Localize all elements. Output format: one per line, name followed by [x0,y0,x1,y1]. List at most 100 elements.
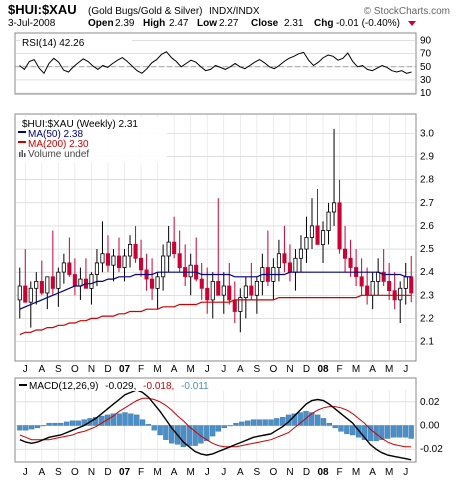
price-x-tick-label: A [369,364,376,375]
macd-x-tick-label: O [270,467,278,478]
price-x-tick-label: 08 [317,364,329,375]
macd-histogram-bar [40,425,46,427]
macd-x-tick-label: A [237,467,244,478]
rsi-tick-label: 90 [420,36,432,47]
macd-tick-label: 0.00 [420,421,440,432]
macd-histogram-bar [46,422,52,426]
candle-body [149,278,155,289]
candle-body [127,243,133,257]
candle-body [61,262,66,273]
price-panel [14,113,417,362]
macd-histogram-bar [297,412,303,426]
macd-x-tick-label: F [337,467,343,478]
macd-x-tick-label: J [205,467,210,478]
ma50-legend: MA(50) 2.38 [28,129,83,140]
candle-body [72,274,77,287]
macd-histogram-bar [379,425,385,440]
macd-line [19,389,412,461]
candle-body [94,262,100,275]
price-x-tick-label: A [237,364,244,375]
macd-legend-label: MACD(12,26,9) [29,381,98,392]
price-x-tick-label: F [138,364,144,375]
macd-x-tick-label: O [71,467,79,478]
price-x-tick-label: J [205,364,210,375]
candle-body [111,255,116,266]
high-value: 2.47 [169,18,189,29]
macd-histogram-bar [169,425,175,444]
low-label: Low [197,18,217,29]
candle-body [166,241,171,257]
macd-x-tick-label: S [254,467,261,478]
macd-histogram-bar [239,421,245,426]
price-x-tick-label: M [153,364,161,375]
price-x-tick-label: S [55,364,62,375]
macd-histogram-bar [280,417,286,426]
macd-x-tick-label: M [187,467,195,478]
price-x-tick-label: F [337,364,343,375]
macd-legend: MACD(12,26,9) -0.029, -0.018, -0.011 [17,380,227,392]
volume-legend: Volume undef [28,149,89,160]
price-x-tick-label: M [352,364,360,375]
macd-histogram-bar [75,420,81,426]
close-value: 2.31 [284,18,304,29]
candle-body [45,276,50,294]
macd-histogram-bar [268,419,274,426]
macd-x-tick-label: 07 [119,467,131,478]
macd-histogram-bar [408,425,414,439]
volume-icon [19,150,26,157]
candle-body [23,285,28,303]
chart-description: (Gold Bugs/Gold & Silver) [88,6,203,17]
macd-histogram-bar [244,420,251,426]
macd-x-tick-label: A [369,467,376,478]
candle-body [199,278,204,289]
price-tick-label: 3.0 [420,128,434,139]
price-x-tick-label: S [254,364,261,375]
macd-histogram-bar [139,419,146,426]
chg-value: -0.01 (-0.40%) [336,18,400,29]
candle-body [34,280,39,289]
candle-body [161,255,166,278]
candle-body [56,271,61,289]
candle-body [89,274,94,289]
candle-body [348,257,353,268]
macd-histogram-bar [192,425,198,446]
macd-tick-label: -0.02 [420,444,443,455]
chg-label: Chg [314,18,333,29]
candle-body [376,271,381,282]
candle-body [232,299,237,312]
price-x-tick-label: A [171,364,178,375]
macd-histogram-bar [274,418,280,426]
macd-histogram-bar [361,425,368,440]
candle-body [320,230,326,245]
macd-x-tick-label: N [286,467,293,478]
macd-x-tick-label: D [303,467,310,478]
macd-histogram-bar [221,425,227,429]
candle-body [381,271,386,282]
macd-histogram-bar [52,422,58,426]
candle-body [331,202,337,213]
macd-histogram-bar [367,425,373,442]
macd-histogram-bar [390,425,397,438]
candle-body [249,285,254,296]
candle-body [172,241,177,255]
macd-histogram-bar [58,422,64,426]
macd-histogram-bar [63,421,70,426]
rsi-line [19,51,412,75]
macd-histogram-bar [233,422,239,426]
macd-x-tick-label: N [88,467,95,478]
macd-histogram-bar [315,414,321,426]
candle-body [28,287,33,303]
ma200-legend: MA(200) 2.30 [28,139,89,150]
candle-body [155,276,160,289]
macd-histogram-bar [209,425,216,437]
macd-histogram-bar [122,412,128,426]
macd-histogram-bar [309,412,315,426]
macd-legend-text: MACD(12,26,9) -0.029, -0.018, -0.011 [29,381,209,392]
price-tick-label: 2.1 [420,337,434,348]
macd-histogram-bar [17,425,23,431]
ma50-line [19,271,412,310]
macd-histogram-bar [134,414,140,426]
macd-histogram-bar [28,425,35,430]
macd-histogram-bar [23,425,29,431]
candle-body [287,262,292,273]
